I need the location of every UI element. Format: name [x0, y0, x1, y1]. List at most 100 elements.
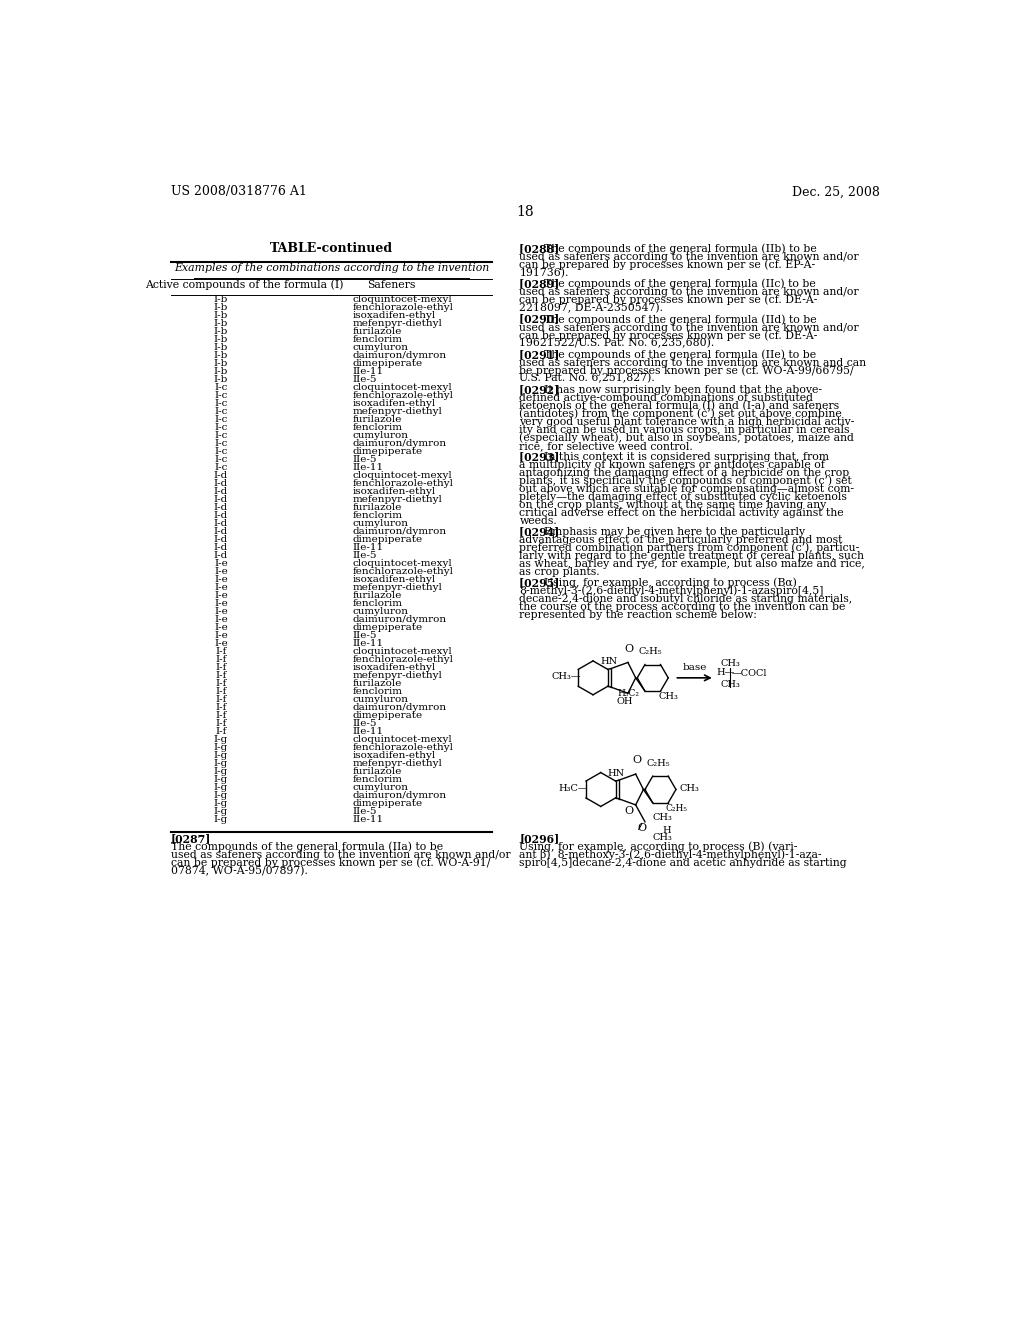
- Text: 18: 18: [516, 205, 534, 219]
- Text: daimuron/dymron: daimuron/dymron: [352, 791, 446, 800]
- Text: 2218097, DE-A-2350547).: 2218097, DE-A-2350547).: [519, 304, 664, 313]
- Text: IIe-11: IIe-11: [352, 367, 384, 376]
- Text: furilazole: furilazole: [352, 414, 402, 424]
- Text: US 2008/0318776 A1: US 2008/0318776 A1: [171, 185, 306, 198]
- Text: mefenpyr-diethyl: mefenpyr-diethyl: [352, 318, 442, 327]
- Text: I-b: I-b: [214, 310, 228, 319]
- Text: I-b: I-b: [214, 294, 228, 304]
- Text: I-f: I-f: [215, 719, 226, 729]
- Text: Dec. 25, 2008: Dec. 25, 2008: [792, 185, 880, 198]
- Text: [0288]: [0288]: [519, 243, 574, 255]
- Text: I-d: I-d: [214, 511, 228, 520]
- Text: I-f: I-f: [215, 663, 226, 672]
- Text: I-d: I-d: [214, 519, 228, 528]
- Text: dimepiperate: dimepiperate: [352, 535, 423, 544]
- Text: mefenpyr-diethyl: mefenpyr-diethyl: [352, 759, 442, 768]
- Text: I-c: I-c: [214, 446, 227, 455]
- Text: I-f: I-f: [215, 727, 226, 737]
- Text: I-g: I-g: [214, 735, 228, 744]
- Text: represented by the reaction scheme below:: represented by the reaction scheme below…: [519, 610, 758, 620]
- Text: I-c: I-c: [214, 438, 227, 447]
- Text: I-g: I-g: [214, 799, 228, 808]
- Text: I-g: I-g: [214, 783, 228, 792]
- Text: [0289]: [0289]: [519, 279, 574, 289]
- Text: I-g: I-g: [214, 816, 228, 824]
- Text: furilazole: furilazole: [352, 767, 402, 776]
- Text: OH: OH: [616, 697, 633, 706]
- Text: furilazole: furilazole: [352, 678, 402, 688]
- Text: 07874, WO-A-95/07897).: 07874, WO-A-95/07897).: [171, 866, 307, 876]
- Text: I-c: I-c: [214, 407, 227, 416]
- Text: cumyluron: cumyluron: [352, 783, 409, 792]
- Text: fenchlorazole-ethyl: fenchlorazole-ethyl: [352, 655, 454, 664]
- Text: 19621522/U.S. Pat. No. 6,235,680).: 19621522/U.S. Pat. No. 6,235,680).: [519, 338, 715, 348]
- Text: ity and can be used in various crops, in particular in cereals: ity and can be used in various crops, in…: [519, 425, 850, 434]
- Text: Safeners: Safeners: [368, 280, 416, 290]
- Text: isoxadifen-ethyl: isoxadifen-ethyl: [352, 751, 436, 760]
- Text: defined active-compound combinations of substituted: defined active-compound combinations of …: [519, 393, 813, 403]
- Text: dimepiperate: dimepiperate: [352, 711, 423, 719]
- Text: CH₃: CH₃: [679, 784, 699, 793]
- Text: H—: H—: [716, 668, 734, 677]
- Text: O: O: [625, 807, 634, 816]
- Text: dimepiperate: dimepiperate: [352, 359, 423, 368]
- Text: H₅C₂: H₅C₂: [617, 689, 639, 698]
- Text: I-f: I-f: [215, 711, 226, 719]
- Text: 191736).: 191736).: [519, 268, 568, 279]
- Text: cumyluron: cumyluron: [352, 696, 409, 704]
- Text: be prepared by processes known per se (cf. WO-A-99/66795/: be prepared by processes known per se (c…: [519, 366, 854, 376]
- Text: O: O: [633, 755, 642, 766]
- Text: daimuron/dymron: daimuron/dymron: [352, 351, 446, 359]
- Text: cloquintocet-mexyl: cloquintocet-mexyl: [352, 471, 453, 479]
- Text: fenchlorazole-ethyl: fenchlorazole-ethyl: [352, 743, 454, 752]
- Text: Using, for example, according to process (B) (vari-: Using, for example, according to process…: [519, 842, 798, 853]
- Text: isoxadifen-ethyl: isoxadifen-ethyl: [352, 310, 436, 319]
- Text: as wheat, barley and rye, for example, but also maize and rice,: as wheat, barley and rye, for example, b…: [519, 560, 865, 569]
- Text: [0294]: [0294]: [519, 527, 574, 537]
- Text: I-f: I-f: [215, 647, 226, 656]
- Text: I-e: I-e: [214, 639, 228, 648]
- Text: I-d: I-d: [214, 471, 228, 479]
- Text: IIe-5: IIe-5: [352, 375, 377, 384]
- Text: I-e: I-e: [214, 576, 228, 583]
- Text: isoxadifen-ethyl: isoxadifen-ethyl: [352, 576, 436, 583]
- Text: CH₃: CH₃: [721, 680, 740, 689]
- Text: I-b: I-b: [214, 335, 228, 343]
- Text: cumyluron: cumyluron: [352, 607, 409, 616]
- Text: preferred combination partners from component (c’), particu-: preferred combination partners from comp…: [519, 543, 859, 553]
- Text: mefenpyr-diethyl: mefenpyr-diethyl: [352, 583, 442, 591]
- Text: I-f: I-f: [215, 678, 226, 688]
- Text: I-b: I-b: [214, 367, 228, 376]
- Text: I-d: I-d: [214, 479, 228, 488]
- Text: IIe-5: IIe-5: [352, 550, 377, 560]
- Text: used as safeners according to the invention are known and/or: used as safeners according to the invent…: [519, 322, 859, 333]
- Text: daimuron/dymron: daimuron/dymron: [352, 704, 446, 711]
- Text: out above which are suitable for compensating—almost com-: out above which are suitable for compens…: [519, 484, 854, 494]
- Text: furilazole: furilazole: [352, 591, 402, 599]
- Text: IIe-5: IIe-5: [352, 631, 377, 640]
- Text: [0293]: [0293]: [519, 451, 574, 462]
- Text: O: O: [637, 824, 646, 833]
- Text: a multiplicity of known safeners or antidotes capable of: a multiplicity of known safeners or anti…: [519, 459, 825, 470]
- Text: [0296]: [0296]: [519, 833, 560, 845]
- Text: cloquintocet-mexyl: cloquintocet-mexyl: [352, 558, 453, 568]
- Text: [0291]: [0291]: [519, 348, 574, 359]
- Text: It has now surprisingly been found that the above-: It has now surprisingly been found that …: [544, 385, 822, 395]
- Text: IIe-5: IIe-5: [352, 719, 377, 729]
- Text: [0292]: [0292]: [519, 384, 574, 395]
- Text: ketoenols of the general formula (I) and (I-a) and safeners: ketoenols of the general formula (I) and…: [519, 400, 840, 411]
- Text: [0287]: [0287]: [171, 833, 211, 845]
- Text: I-b: I-b: [214, 343, 228, 351]
- Text: I-g: I-g: [214, 751, 228, 760]
- Text: fenchlorazole-ethyl: fenchlorazole-ethyl: [352, 566, 454, 576]
- Text: I-b: I-b: [214, 326, 228, 335]
- Text: on the crop plants, without at the same time having any: on the crop plants, without at the same …: [519, 500, 826, 510]
- Text: used as safeners according to the invention are known and/or: used as safeners according to the invent…: [519, 288, 859, 297]
- Text: fenclorim: fenclorim: [352, 335, 402, 343]
- Text: daimuron/dymron: daimuron/dymron: [352, 527, 446, 536]
- Text: I-d: I-d: [214, 503, 228, 512]
- Text: decane-2,4-dione and isobutyl chloride as starting materials,: decane-2,4-dione and isobutyl chloride a…: [519, 594, 853, 605]
- Text: Using, for example, according to process (Bα): Using, for example, according to process…: [544, 578, 797, 589]
- Text: I-d: I-d: [214, 550, 228, 560]
- Text: TABLE-continued: TABLE-continued: [270, 243, 393, 255]
